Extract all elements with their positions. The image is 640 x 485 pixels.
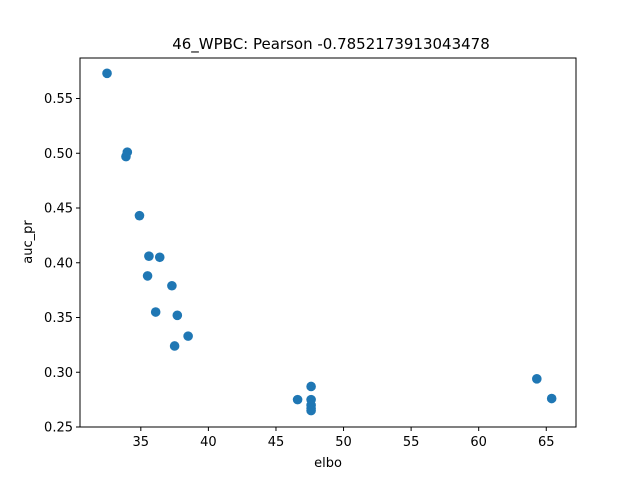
data-point	[532, 374, 542, 384]
data-point	[183, 331, 193, 341]
data-point	[172, 310, 183, 321]
x-tick-label: 40	[200, 435, 217, 450]
y-tick-label: 0.35	[44, 311, 73, 326]
data-point	[169, 341, 180, 351]
y-tick-label: 0.40	[44, 256, 73, 271]
y-axis: 0.25 0.30 0.35 0.40 0.45 0.50 0.55	[44, 92, 80, 436]
data-point	[142, 271, 153, 281]
y-tick-label: 0.45	[44, 202, 73, 217]
data-point	[292, 394, 303, 405]
data-point	[306, 381, 316, 392]
data-point	[546, 393, 557, 404]
data-point	[154, 252, 165, 263]
data-point	[144, 251, 154, 261]
x-tick-label: 50	[335, 435, 352, 450]
x-tick-label: 55	[403, 435, 420, 450]
data-point	[121, 151, 131, 162]
y-axis-label: auc_pr	[21, 220, 36, 264]
x-tick-label: 45	[268, 435, 285, 450]
chart-title: 46_WPBC: Pearson -0.7852173913043478	[172, 35, 490, 54]
data-point	[150, 307, 161, 317]
data-point	[167, 280, 177, 291]
x-tick-label: 65	[538, 435, 555, 450]
y-tick-label: 0.50	[44, 147, 73, 162]
y-tick-label: 0.55	[44, 92, 73, 107]
data-point	[102, 68, 112, 79]
y-tick-label: 0.30	[44, 366, 73, 381]
plot-area	[79, 57, 577, 428]
y-tick-label: 0.25	[44, 421, 73, 436]
data-points	[102, 68, 557, 416]
x-axis-label: elbo	[314, 456, 342, 471]
x-axis: 35 40 45 50 55 60 65	[133, 427, 555, 450]
data-point	[134, 210, 145, 221]
data-point	[306, 405, 316, 416]
x-tick-label: 60	[470, 435, 487, 450]
x-tick-label: 35	[133, 435, 150, 450]
